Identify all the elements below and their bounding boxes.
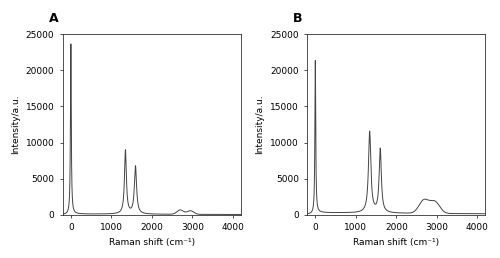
Y-axis label: Intensity/a.u.: Intensity/a.u. [11,95,20,154]
Y-axis label: Intensity/a.u.: Intensity/a.u. [256,95,264,154]
X-axis label: Raman shift (cm⁻¹): Raman shift (cm⁻¹) [109,238,195,247]
X-axis label: Raman shift (cm⁻¹): Raman shift (cm⁻¹) [354,238,440,247]
Text: A: A [48,12,58,25]
Text: B: B [293,12,302,25]
